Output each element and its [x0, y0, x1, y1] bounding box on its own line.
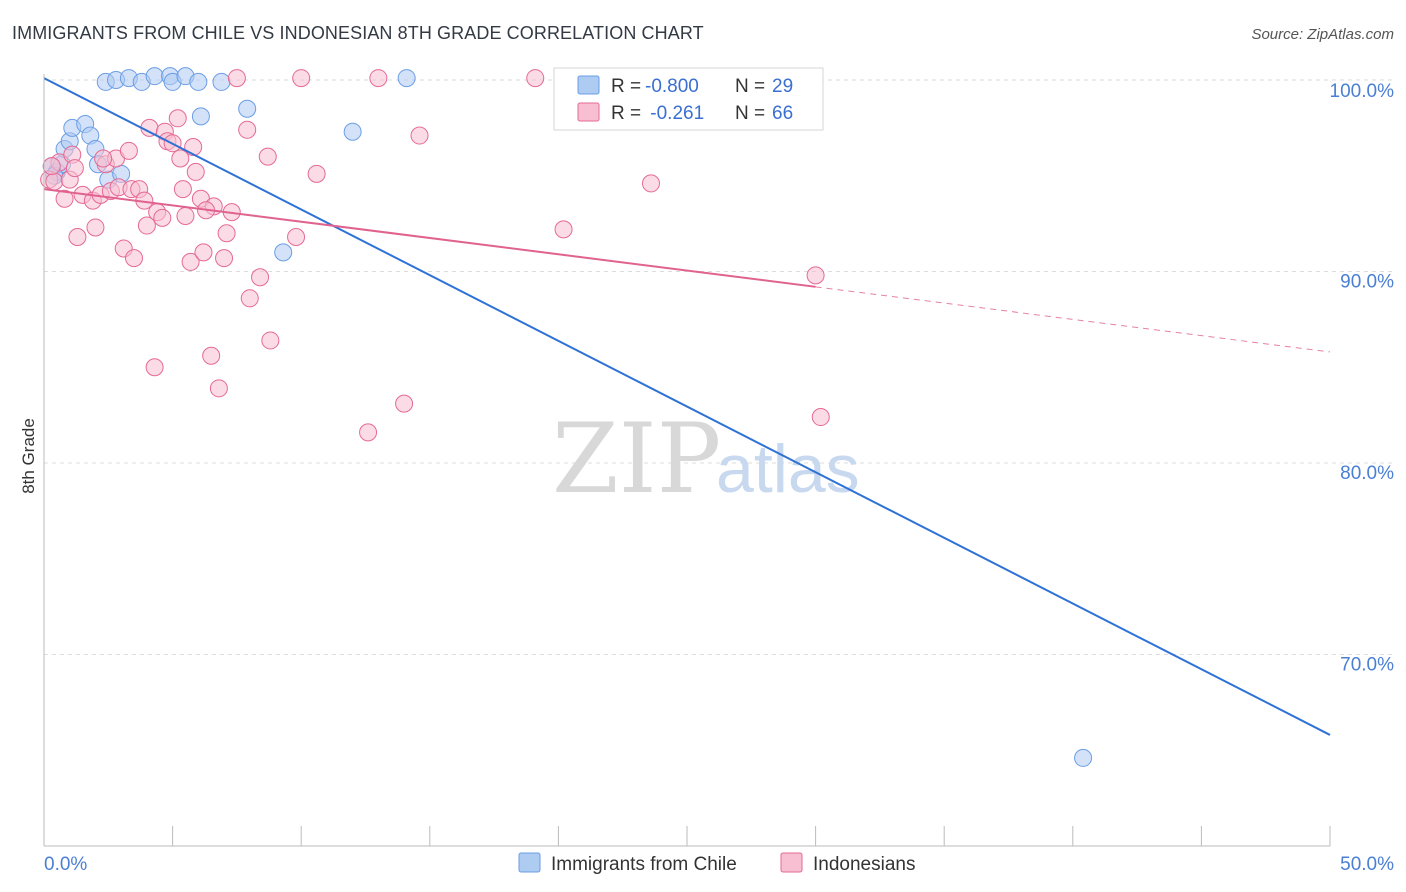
indonesian-point-47 — [261, 331, 280, 350]
indonesian-point-3 — [55, 189, 74, 208]
y-tick-label-0: 100.0% — [1330, 81, 1395, 102]
series-legend-swatch-indonesians — [780, 852, 803, 873]
y-tick-label-1: 90.0% — [1340, 272, 1394, 293]
chile-point-21 — [191, 107, 210, 126]
legend-n-label-chile: N = — [735, 76, 765, 97]
legend-r-value-indonesians: -0.261 — [645, 103, 704, 124]
indonesian-point-57 — [641, 174, 660, 193]
chile-point-24 — [274, 243, 293, 262]
y-axis-label: 8th Grade — [19, 418, 38, 494]
indonesian-point-43 — [238, 120, 257, 139]
series-legend: Immigrants from Chile Indonesians — [518, 852, 915, 875]
indonesian-point-50 — [307, 164, 326, 183]
indonesian-point-33 — [186, 162, 205, 181]
indonesian-point-60 — [42, 157, 61, 176]
indonesian-trend-extension — [815, 286, 1331, 353]
indonesian-point-52 — [369, 69, 388, 88]
series-legend-label-indonesians: Indonesians — [813, 854, 915, 875]
legend-r-label-indonesians: R = — [611, 103, 641, 124]
indonesian-point-40 — [217, 224, 236, 243]
chart-title: IMMIGRANTS FROM CHILE VS INDONESIAN 8TH … — [12, 23, 704, 43]
indonesian-point-49 — [292, 69, 311, 88]
indonesian-point-32 — [181, 252, 200, 271]
indonesian-point-42 — [227, 69, 246, 88]
indonesian-point-56 — [554, 220, 573, 239]
indonesian-point-53 — [395, 394, 414, 413]
data-points — [40, 67, 1093, 767]
chile-point-26 — [397, 69, 416, 88]
indonesian-point-16 — [119, 141, 138, 160]
indonesian-point-54 — [410, 126, 429, 145]
indonesian-point-28 — [168, 109, 187, 128]
indonesian-point-35 — [194, 243, 213, 262]
indonesian-point-18 — [125, 249, 144, 268]
chile-point-16 — [145, 67, 164, 86]
indonesian-point-30 — [173, 180, 192, 199]
indonesian-point-48 — [287, 228, 306, 247]
watermark: ZIP atlas — [552, 403, 860, 515]
indonesian-point-58 — [806, 266, 825, 285]
axes — [43, 74, 1331, 847]
indonesian-point-51 — [359, 423, 378, 442]
y-tick-labels: 100.0% 90.0% 80.0% 70.0% — [1330, 81, 1395, 676]
x-tick-label-min: 0.0% — [44, 854, 87, 875]
x-tick-label-max: 50.0% — [1340, 854, 1394, 875]
indonesian-point-31 — [176, 206, 195, 225]
indonesian-point-55 — [526, 69, 545, 88]
gridlines — [44, 79, 1394, 655]
chart-source: Source: ZipAtlas.com — [1251, 26, 1394, 43]
indonesian-point-29 — [171, 149, 190, 168]
indonesian-point-44 — [240, 289, 259, 308]
chile-point-20 — [189, 72, 208, 91]
legend-n-value-chile: 29 — [772, 76, 793, 97]
legend-n-value-indonesians: 66 — [772, 103, 793, 124]
chile-point-23 — [238, 99, 257, 118]
indonesian-point-36 — [202, 346, 221, 365]
legend-swatch-chile — [577, 75, 600, 95]
indonesian-point-61 — [65, 159, 84, 178]
stats-legend: R = -0.800 N = 29 R = -0.261 N = 66 — [553, 67, 824, 131]
indonesian-point-65 — [184, 138, 203, 157]
y-tick-label-3: 70.0% — [1340, 655, 1394, 676]
legend-swatch-indonesians — [577, 102, 600, 122]
indonesian-point-39 — [215, 249, 234, 268]
series-legend-label-chile: Immigrants from Chile — [551, 854, 737, 875]
trend-lines — [43, 77, 1331, 736]
chile-trend-line — [43, 77, 1331, 736]
indonesian-point-20 — [137, 216, 156, 235]
indonesian-point-59 — [811, 408, 830, 427]
legend-r-label-chile: R = — [611, 76, 641, 97]
indonesian-point-62 — [94, 149, 113, 168]
y-tick-label-2: 80.0% — [1340, 463, 1394, 484]
legend-n-label-indonesians: N = — [735, 103, 765, 124]
indonesian-point-9 — [86, 218, 105, 237]
indonesian-point-24 — [153, 208, 172, 227]
indonesian-point-1 — [45, 172, 64, 191]
watermark-atlas: atlas — [716, 431, 860, 507]
indonesian-point-22 — [145, 358, 164, 377]
watermark-zip: ZIP — [552, 403, 721, 515]
indonesian-point-6 — [68, 228, 87, 247]
indonesian-point-45 — [251, 268, 270, 287]
series-legend-swatch-chile — [518, 852, 541, 873]
chile-point-25 — [343, 122, 362, 141]
chile-point-27 — [1074, 748, 1093, 767]
legend-r-value-chile: -0.800 — [645, 76, 699, 97]
indonesian-point-38 — [209, 379, 228, 398]
indonesian-trend-line — [43, 188, 816, 288]
chile-point-22 — [212, 72, 231, 91]
indonesian-point-46 — [258, 147, 277, 166]
